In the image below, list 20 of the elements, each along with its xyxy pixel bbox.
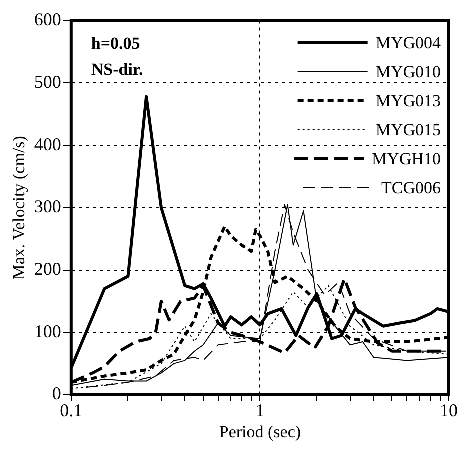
y-tick-label: 500 [34,72,62,92]
legend-label: MYG004 [376,33,442,52]
x-tick-label: 1 [256,400,265,421]
x-tick-label: 10 [440,400,458,421]
legend-label: MYG010 [376,62,441,82]
y-tick-label: 600 [34,10,62,30]
y-tick-label: 100 [34,321,62,342]
y-tick-label: 300 [34,196,62,217]
annotation: NS-dir. [91,60,144,80]
y-axis-title: Max. Velocity (cm/s) [10,136,29,280]
y-tick-label: 400 [34,134,62,154]
legend-label: TCG006 [382,178,441,198]
y-tick-label: 0 [52,384,62,404]
legend-label: MYG015 [376,120,441,140]
y-tick-label: 200 [34,259,62,279]
x-tick-label: 0.1 [60,400,83,421]
legend-label: MYG013 [376,91,441,110]
annotation: h=0.05 [91,34,140,54]
legend-label: MYGH10 [372,149,442,168]
x-axis-title: Period (sec) [219,422,302,442]
